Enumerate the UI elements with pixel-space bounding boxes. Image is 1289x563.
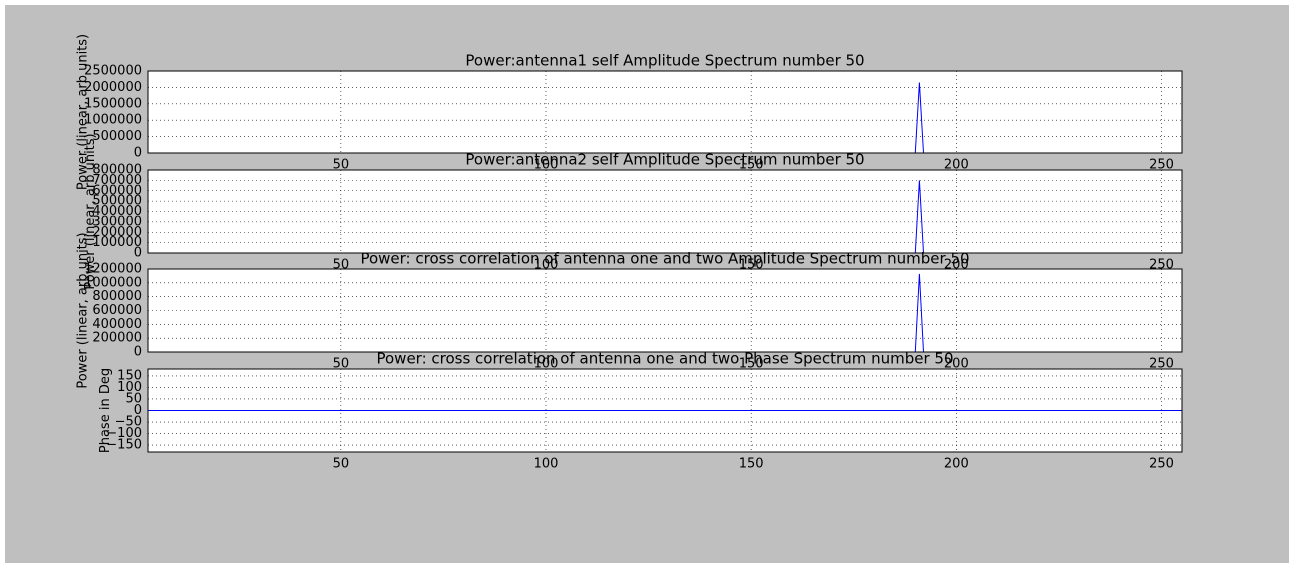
y-tick-label: 1200000 xyxy=(84,262,142,277)
y-tick-label: 100000 xyxy=(92,235,142,250)
axes-frame xyxy=(147,70,1183,154)
y-tick-label: 500000 xyxy=(92,194,142,209)
y-tick-label: 1500000 xyxy=(84,96,142,111)
y-tick-label: 200000 xyxy=(92,331,142,346)
y-tick-label: 50 xyxy=(125,391,142,406)
y-tick-label: 1000000 xyxy=(84,113,142,128)
y-tick-label: 500000 xyxy=(92,129,142,144)
y-tick-label: 700000 xyxy=(92,173,142,188)
x-tick-label: 250 xyxy=(1149,457,1174,472)
x-tick-label: 250 xyxy=(1149,357,1174,372)
subplot-title: Power: cross correlation of antenna one … xyxy=(360,250,969,268)
y-tick-label: 800000 xyxy=(92,163,142,178)
y-tick-label: 2500000 xyxy=(84,64,142,79)
y-tick-label: 2000000 xyxy=(84,80,142,95)
y-axis-label: Power (linear, arb units) xyxy=(75,232,90,388)
x-tick-label: 150 xyxy=(739,357,764,372)
y-tick-label: −150 xyxy=(106,438,142,453)
y-tick-label: 0 xyxy=(134,246,142,261)
y-tick-label: 800000 xyxy=(92,289,142,304)
x-tick-label: 100 xyxy=(534,158,559,173)
y-tick-label: 100 xyxy=(117,380,142,395)
y-tick-label: 400000 xyxy=(92,317,142,332)
y-axis-label: Power (linear, arb units) xyxy=(75,34,90,190)
x-tick-label: 50 xyxy=(333,457,350,472)
x-tick-label: 150 xyxy=(739,158,764,173)
subplot-title: Power: cross correlation of antenna one … xyxy=(376,350,953,368)
axes-frame xyxy=(147,169,1183,254)
axes-frame xyxy=(147,368,1183,453)
y-tick-label: 600000 xyxy=(92,303,142,318)
y-tick-label: 300000 xyxy=(92,214,142,229)
y-tick-label: 0 xyxy=(134,146,142,161)
x-tick-label: 100 xyxy=(534,357,559,372)
subplot-title: Power:antenna2 self Amplitude Spectrum n… xyxy=(465,151,864,169)
y-tick-label: 400000 xyxy=(92,204,142,219)
y-axis-label: Phase in Deg xyxy=(98,368,113,453)
y-tick-label: 200000 xyxy=(92,225,142,240)
x-tick-label: 100 xyxy=(534,457,559,472)
subplot-title: Power:antenna1 self Amplitude Spectrum n… xyxy=(465,52,864,70)
y-axis-label: Power (linear, arb units) xyxy=(83,133,98,289)
x-tick-label: 50 xyxy=(333,357,350,372)
y-tick-label: 0 xyxy=(134,345,142,360)
x-tick-label: 200 xyxy=(944,357,969,372)
x-tick-label: 250 xyxy=(1149,158,1174,173)
axes-frame xyxy=(147,268,1183,353)
x-tick-label: 50 xyxy=(333,158,350,173)
x-tick-label: 150 xyxy=(739,457,764,472)
y-tick-label: 150 xyxy=(117,368,142,383)
axes-background xyxy=(148,71,1182,153)
x-tick-label: 200 xyxy=(944,158,969,173)
y-tick-label: −100 xyxy=(106,426,142,441)
y-tick-label: 0 xyxy=(134,403,142,418)
y-tick-label: 1000000 xyxy=(84,275,142,290)
y-tick-label: 600000 xyxy=(92,183,142,198)
y-tick-label: −50 xyxy=(115,415,142,430)
x-tick-label: 200 xyxy=(944,457,969,472)
